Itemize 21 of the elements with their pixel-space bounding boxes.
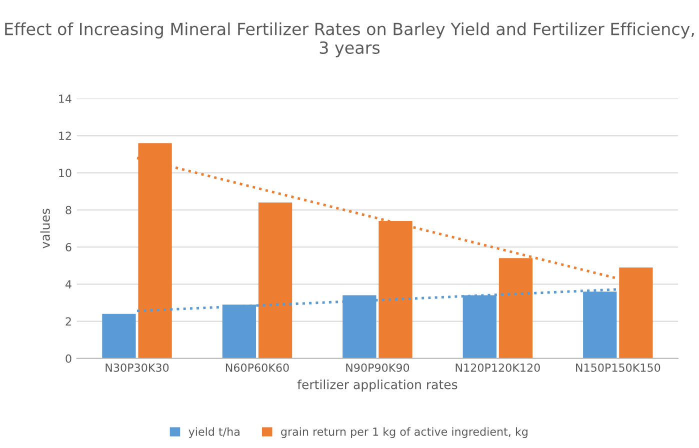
y-tick-label: 14 [59, 94, 72, 103]
x-tick-label: N30P30K30 [106, 363, 169, 372]
y-tick-label: 12 [59, 132, 71, 140]
legend-label: grain return per 1 kg of active ingredient, kg [281, 427, 528, 438]
y-tick-label: 2 [66, 317, 71, 326]
x-tick-label: N150P150K150 [576, 363, 660, 372]
y-tick-label: 6 [66, 243, 72, 252]
x-axis-title: fertilizer application rates [297, 380, 458, 392]
y-tick-label: 0 [66, 354, 72, 363]
chart-title: Effect of Increasing Mineral Fertilizer Rates on Barley Yield and Fertilizer Efficiency, 3 years [5, 22, 694, 58]
bar [258, 202, 292, 358]
bar [102, 314, 136, 358]
y-tick-label: 4 [66, 280, 72, 288]
y-tick-label: 8 [66, 206, 72, 214]
y-tick-label: 10 [59, 168, 72, 178]
x-tick-label: N60P60K60 [226, 363, 289, 372]
x-tick-label: N120P120K120 [456, 363, 540, 372]
y-axis-title: values [40, 208, 50, 248]
legend-label: yield t/ha [188, 427, 240, 438]
x-tick-label: N90P90K90 [346, 363, 410, 372]
bar [619, 267, 653, 358]
